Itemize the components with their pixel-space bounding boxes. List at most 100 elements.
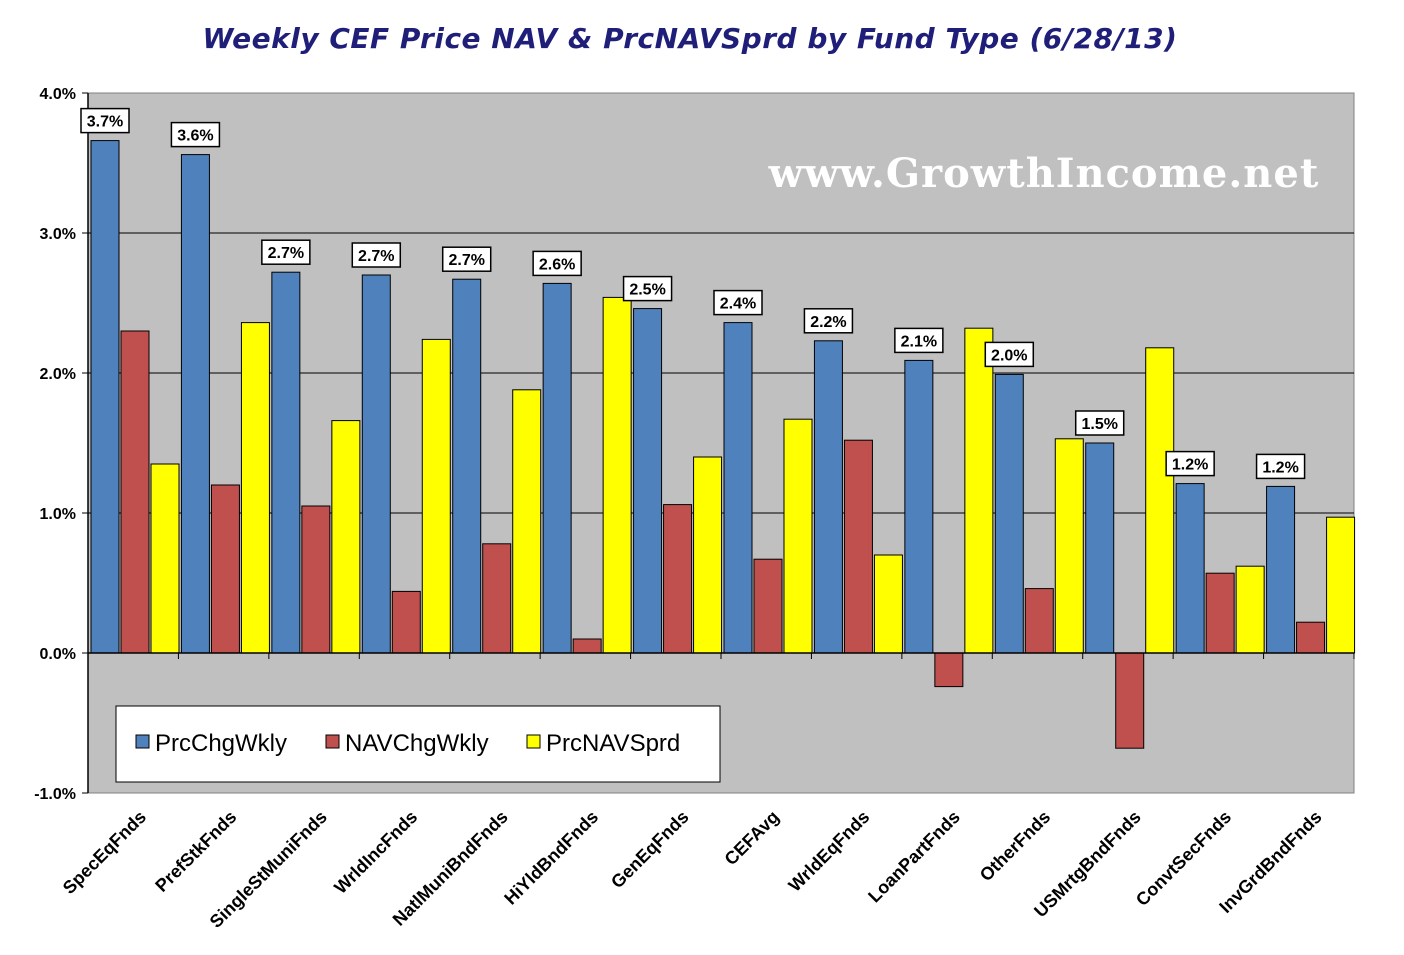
bar-PrcChgWkly-OtherFnds <box>994 373 1024 654</box>
bar-PrcNAVSprd-SingleStMuniFnds <box>331 420 361 654</box>
data-label-5: 2.6% <box>539 256 575 273</box>
category-label-ConvtSecFnds: ConvtSecFnds <box>1132 807 1235 910</box>
legend-box <box>115 705 721 783</box>
bar-NAVChgWkly-GenEqFnds <box>663 504 693 654</box>
bar-PrcChgWkly-SingleStMuniFnds <box>271 271 301 654</box>
data-label-13: 1.2% <box>1262 459 1298 476</box>
bar-NAVChgWkly-USMrtgBndFnds <box>1115 652 1145 749</box>
y-tick-label-2: 1.0% <box>40 506 76 523</box>
bar-NAVChgWkly-InvGrdBndFnds <box>1296 621 1326 654</box>
legend-swatch-PrcNAVSprd <box>526 734 541 749</box>
category-label-WrldIncFnds: WrldIncFnds <box>330 807 421 898</box>
data-label-box-9 <box>894 327 944 354</box>
data-label-11: 1.5% <box>1081 416 1117 433</box>
bar-NAVChgWkly-SingleStMuniFnds <box>301 505 331 654</box>
watermark: www.GrowthIncome.net <box>768 150 1320 197</box>
legend-label-PrcNAVSprd: PrcNAVSprd <box>546 730 680 757</box>
bar-PrcChgWkly-USMrtgBndFnds <box>1085 442 1115 654</box>
y-tick-label-5: 4.0% <box>40 86 76 103</box>
bar-PrcNAVSprd-HiYldBndFnds <box>602 296 632 654</box>
y-tick-labels: -1.0% 0.0% 1.0% 2.0% 3.0% 4.0% <box>34 86 76 803</box>
bar-PrcChgWkly-InvGrdBndFnds <box>1266 485 1296 654</box>
data-label-box-12 <box>1165 450 1215 477</box>
bar-PrcNAVSprd-ConvtSecFnds <box>1235 565 1265 654</box>
category-label-LoanPartFnds: LoanPartFnds <box>864 807 964 907</box>
y-tick-label-1: 0.0% <box>40 646 76 663</box>
bar-NAVChgWkly-HiYldBndFnds <box>572 638 602 654</box>
legend-label-NAVChgWkly: NAVChgWkly <box>345 730 489 757</box>
legend: PrcChgWkly NAVChgWkly PrcNAVSprd <box>115 705 721 783</box>
data-label-box-1 <box>170 121 221 148</box>
data-label-box-8 <box>803 308 854 334</box>
bar-PrcChgWkly-LoanPartFnds <box>904 359 934 654</box>
legend-label-PrcChgWkly: PrcChgWkly <box>155 730 287 757</box>
bar-PrcNAVSprd-NatlMuniBndFnds <box>512 389 542 654</box>
data-label-box-4 <box>441 246 492 272</box>
bar-NAVChgWkly-OtherFnds <box>1024 588 1054 654</box>
bars-group <box>90 140 1356 749</box>
data-label-8: 2.2% <box>810 314 846 331</box>
category-label-GenEqFnds: GenEqFnds <box>607 807 693 893</box>
bar-NAVChgWkly-WrldEqFnds <box>843 439 873 654</box>
bar-PrcChgWkly-PrefStkFnds <box>180 154 210 654</box>
y-tick-label-0: -1.0% <box>34 786 76 803</box>
data-label-12: 1.2% <box>1172 457 1208 474</box>
data-label-10: 2.0% <box>991 347 1027 364</box>
data-label-box-10 <box>984 341 1035 368</box>
category-label-HiYldBndFnds: HiYldBndFnds <box>500 807 602 909</box>
data-label-box-5 <box>532 250 582 277</box>
data-label-box-11 <box>1074 410 1125 436</box>
bar-NAVChgWkly-NatlMuniBndFnds <box>482 543 512 654</box>
bar-PrcChgWkly-WrldIncFnds <box>361 274 391 654</box>
category-label-OtherFnds: OtherFnds <box>976 807 1054 885</box>
category-label-SpecEqFnds: SpecEqFnds <box>59 807 150 898</box>
data-label-box-2 <box>261 239 311 265</box>
bar-NAVChgWkly-LoanPartFnds <box>934 652 964 688</box>
bar-PrcNAVSprd-WrldEqFnds <box>873 554 903 654</box>
data-label-box-7 <box>713 289 763 316</box>
bar-PrcChgWkly-NatlMuniBndFnds <box>452 278 482 654</box>
bar-NAVChgWkly-PrefStkFnds <box>210 484 240 654</box>
bar-PrcChgWkly-GenEqFnds <box>633 308 663 654</box>
y-tick-label-3: 2.0% <box>40 366 76 383</box>
data-label-box-13 <box>1255 453 1306 480</box>
data-label-2: 2.7% <box>268 245 304 262</box>
data-label-9: 2.1% <box>901 333 937 350</box>
bar-PrcNAVSprd-InvGrdBndFnds <box>1326 516 1356 654</box>
bar-PrcNAVSprd-PrefStkFnds <box>240 322 270 654</box>
bar-NAVChgWkly-CEFAvg <box>753 558 783 654</box>
category-label-CEFAvg: CEFAvg <box>721 807 783 869</box>
data-label-6: 2.5% <box>629 282 665 299</box>
bar-PrcChgWkly-CEFAvg <box>723 322 753 654</box>
bar-PrcChgWkly-HiYldBndFnds <box>542 282 572 654</box>
data-label-1: 3.6% <box>177 128 213 145</box>
y-tick-label-4: 3.0% <box>40 226 76 243</box>
data-label-7: 2.4% <box>720 296 756 313</box>
category-label-PrefStkFnds: PrefStkFnds <box>151 807 240 896</box>
data-label-box-6 <box>622 275 673 302</box>
bar-PrcNAVSprd-OtherFnds <box>1054 438 1084 654</box>
bar-NAVChgWkly-WrldIncFnds <box>391 590 421 654</box>
bar-PrcNAVSprd-GenEqFnds <box>693 456 723 654</box>
category-label-WrldEqFnds: WrldEqFnds <box>785 807 874 896</box>
bar-PrcChgWkly-WrldEqFnds <box>813 340 843 654</box>
axes <box>82 92 1355 794</box>
data-label-3: 2.7% <box>358 248 394 265</box>
data-label-box-3 <box>351 242 402 268</box>
bar-PrcChgWkly-SpecEqFnds <box>90 140 120 654</box>
legend-swatch-PrcChgWkly <box>135 734 150 749</box>
bar-PrcNAVSprd-CEFAvg <box>783 418 813 654</box>
data-labels: 3.7% 3.6% 2.7% 2.7% 2.7% 2.6% 2.5% 2.4% 2.2% 2.1%… <box>80 107 1306 480</box>
data-label-0: 3.7% <box>87 114 123 131</box>
bar-NAVChgWkly-SpecEqFnds <box>120 330 150 654</box>
bar-NAVChgWkly-ConvtSecFnds <box>1205 572 1235 654</box>
legend-swatch-NAVChgWkly <box>325 734 340 749</box>
data-label-box-0 <box>80 107 130 134</box>
bar-PrcNAVSprd-WrldIncFnds <box>421 338 451 654</box>
bar-PrcChgWkly-ConvtSecFnds <box>1175 483 1205 654</box>
chart-title: Weekly CEF Price NAV & PrcNAVSprd by Fun… <box>202 22 1178 55</box>
bar-PrcNAVSprd-USMrtgBndFnds <box>1145 347 1175 654</box>
bar-PrcNAVSprd-LoanPartFnds <box>964 327 994 654</box>
